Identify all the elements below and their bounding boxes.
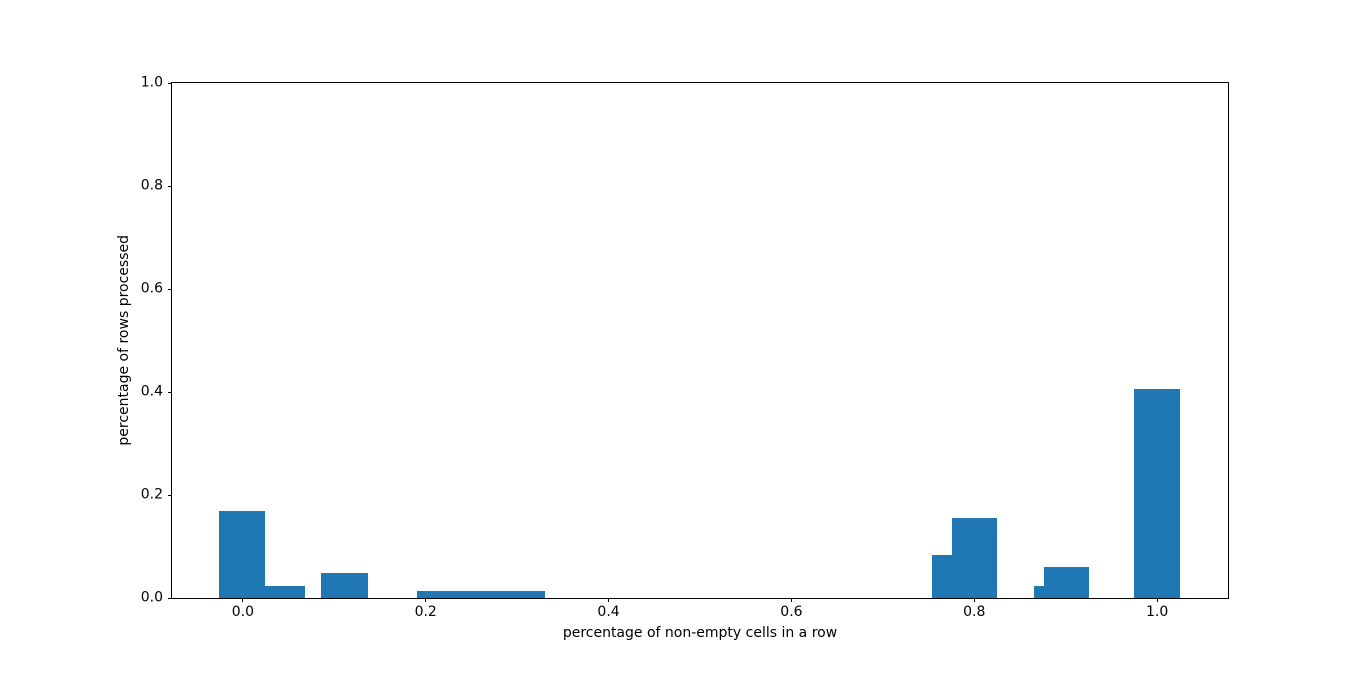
y-tick-label: 0.2: [140, 486, 163, 503]
y-tick-label: 0.6: [140, 280, 163, 297]
histogram-bar: [416, 590, 545, 598]
plot-area: percentage of non-empty cells in a row p…: [116, 74, 1229, 641]
x-tick-mark: [425, 598, 427, 602]
x-tick-label: 0.8: [963, 604, 986, 620]
x-tick-mark: [790, 598, 792, 602]
y-tick-mark: [168, 597, 172, 599]
histogram-bar: [1033, 585, 1044, 598]
y-axis-label: percentage of rows processed: [116, 235, 132, 446]
x-tick-label: 1.0: [1146, 604, 1169, 620]
y-tick-label: 0.8: [140, 177, 163, 194]
histogram-bar: [219, 511, 265, 598]
y-axis-label-wrap: percentage of rows processed: [114, 83, 134, 598]
y-tick-mark: [168, 288, 172, 290]
y-tick-mark: [168, 391, 172, 393]
y-tick-mark: [168, 494, 172, 496]
histogram-bar: [264, 586, 306, 598]
y-tick-mark: [168, 185, 172, 187]
x-axis-label: percentage of non-empty cells in a row: [562, 625, 838, 641]
y-tick-label: 1.0: [140, 74, 163, 91]
x-tick-label: 0.0: [231, 604, 254, 620]
x-tick-label: 0.6: [780, 604, 803, 620]
histogram-bar: [932, 555, 953, 598]
y-tick-label: 0.4: [140, 383, 163, 400]
x-tick-label: 0.2: [414, 604, 437, 620]
y-tick-label: 0.0: [140, 589, 163, 606]
y-tick-mark: [168, 82, 172, 84]
x-tick-mark: [608, 598, 610, 602]
histogram-bar: [1043, 567, 1089, 598]
x-tick-mark: [1156, 598, 1158, 602]
histogram-bar: [952, 518, 998, 598]
histogram-bar: [321, 572, 369, 598]
x-tick-label: 0.4: [597, 604, 620, 620]
x-tick-mark: [242, 598, 244, 602]
x-tick-mark: [973, 598, 975, 602]
histogram-bar: [1134, 388, 1180, 598]
